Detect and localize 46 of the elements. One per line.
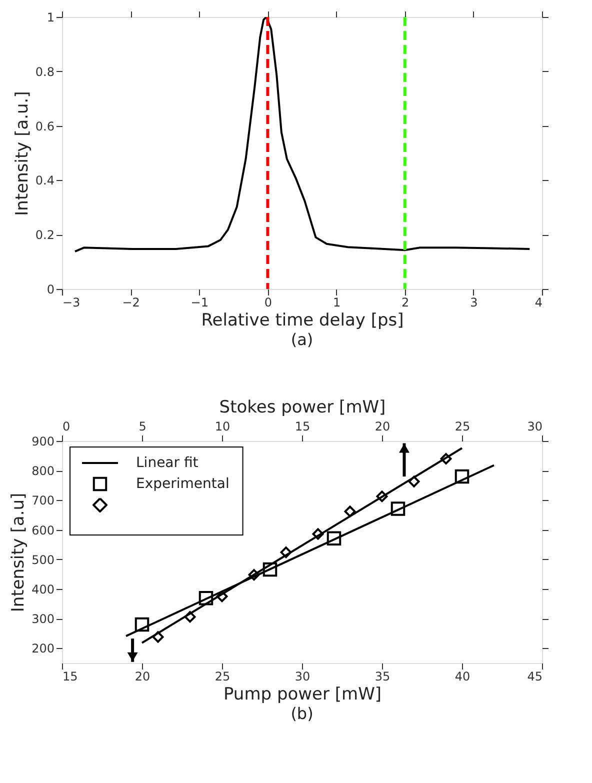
x-axis-title: Relative time delay [ps] [201,310,404,330]
x2-axis-title: Stokes power [mW] [219,398,386,418]
x-axis-title: Pump power [mW] [223,684,382,704]
x-tick-label: 45 [527,670,542,684]
text: (b) [290,704,314,723]
x-tick-label: 2 [402,296,410,310]
legend-label: Experimental [136,476,230,492]
y-tick-label: 800 [32,464,54,478]
y-tick-label: 0.4 [35,174,54,188]
y-tick-label: 600 [32,523,54,538]
x2-tick-label: 20 [374,420,390,434]
x-tick-label: 1 [332,296,341,310]
text: (a) [290,330,314,349]
x-tick-label: 25 [214,670,230,684]
y-tick-label: 0.6 [35,119,54,134]
x-tick-label: −3 [62,296,80,310]
y-tick-label: 200 [32,642,54,656]
x-tick-label: 0 [264,296,272,310]
y-tick-label: 0.8 [35,64,54,79]
y-axis-title: Intensity [a.u.] [12,91,32,216]
y-tick-label: 400 [32,582,54,596]
x2-tick-label: 10 [214,420,230,434]
y-tick-label: 0.2 [35,228,54,242]
x-tick-label: 40 [454,670,470,684]
x2-tick-label: 15 [294,420,310,434]
x-tick-label: −2 [122,296,140,310]
line-series [74,17,531,252]
x2-tick-label: 30 [527,420,542,434]
x-tick-label: 4 [534,296,542,310]
y-tick-label: 1 [46,10,54,24]
x-tick-label: 3 [470,296,478,310]
x-tick-label: 30 [294,670,310,684]
y-tick-label: 500 [32,552,54,567]
x2-tick-label: 25 [454,420,470,434]
x-tick-label: 35 [374,670,390,684]
x2-tick-label: 0 [62,420,70,434]
x-tick-label: 20 [134,670,150,684]
x-tick-label: 15 [62,670,78,684]
y-tick-label: 0 [46,282,54,296]
y-axis-title: Intensity [a.u] [8,492,29,612]
legend-label: Linear fit [136,455,199,471]
y-tick-label: 300 [32,612,54,626]
y-tick-label: 900 [32,434,54,448]
y-tick-label: 700 [32,494,54,508]
x-tick-label: −1 [190,296,208,310]
x2-tick-label: 5 [138,420,146,434]
